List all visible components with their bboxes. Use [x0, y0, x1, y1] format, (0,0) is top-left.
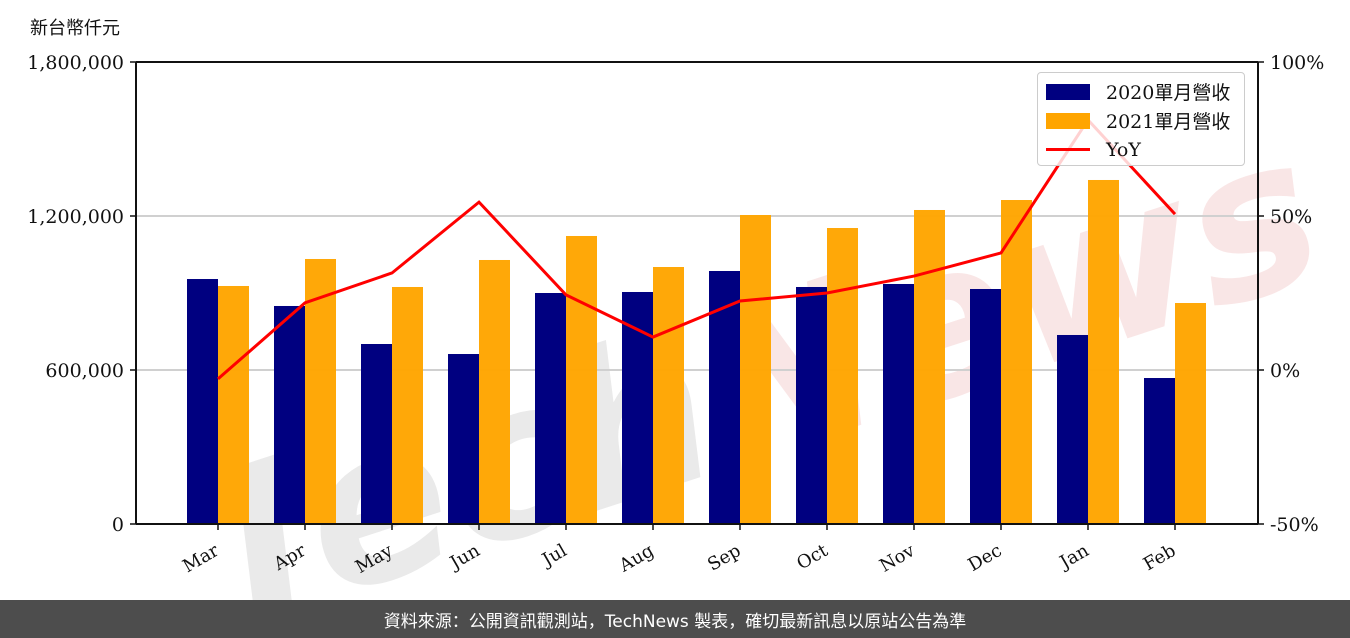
bar-2020	[883, 283, 914, 524]
x-tick-label: Feb	[1140, 540, 1180, 575]
x-tick-label: Oct	[793, 540, 832, 575]
bar-2020	[1057, 334, 1088, 524]
bar-2021	[566, 235, 597, 525]
bar-2021	[392, 286, 423, 524]
y2-tick-label: -50%	[1270, 514, 1319, 536]
legend-line-yoy	[1046, 148, 1090, 151]
bar-2020	[622, 291, 653, 524]
source-footer: 資料來源：公開資訊觀測站，TechNews 製表，確切最新訊息以原站公告為準	[0, 600, 1350, 638]
legend-label-2020: 2020單月營收	[1106, 82, 1231, 104]
bar-2021	[218, 285, 249, 524]
legend-label-yoy: YoY	[1106, 138, 1141, 161]
legend-swatch-2021	[1046, 112, 1090, 129]
bar-2020	[361, 343, 392, 524]
bar-2021	[827, 228, 858, 524]
bar-2021	[1088, 179, 1119, 524]
x-tick-label: Nov	[876, 540, 919, 577]
y2-tick-label: 0%	[1270, 360, 1300, 382]
y-tick-label: 0	[112, 514, 124, 536]
y-axis-unit-label: 新台幣仟元	[30, 18, 120, 39]
x-tick-label: Sep	[704, 540, 744, 575]
yoy-line	[217, 117, 1177, 381]
legend-item-2020: 2020單月營收	[1046, 77, 1236, 106]
y-tick-label: 1,800,000	[27, 52, 124, 74]
y-tick-label: 1,200,000	[27, 206, 124, 228]
bar-2020	[796, 286, 827, 524]
bar-2020	[274, 305, 305, 524]
y2-tick-label: 100%	[1270, 52, 1324, 74]
bar-2020	[187, 279, 218, 524]
bar-2021	[653, 266, 684, 524]
legend-item-2021: 2021單月營收	[1046, 106, 1236, 135]
x-tick-label: Jan	[1055, 540, 1093, 574]
y-tick-label: 600,000	[45, 360, 124, 382]
legend-label-2021: 2021單月營收	[1106, 111, 1231, 133]
bar-2021	[914, 209, 945, 524]
bar-2021	[1175, 303, 1206, 524]
legend-swatch-2020	[1046, 83, 1090, 100]
bar-2021	[740, 214, 771, 524]
bar-2020	[448, 354, 479, 524]
bar-2021	[1001, 200, 1032, 524]
legend-item-yoy: YoY	[1046, 135, 1236, 164]
y2-tick-label: 50%	[1270, 206, 1312, 228]
bar-2021	[479, 259, 510, 524]
chart-legend: 2020單月營收 2021單月營收 YoY	[1037, 72, 1245, 166]
bar-2020	[1144, 378, 1175, 524]
bar-2020	[535, 293, 566, 524]
x-tick-label: Dec	[965, 540, 1006, 576]
bar-2020	[970, 288, 1001, 524]
bar-2021	[305, 258, 336, 524]
